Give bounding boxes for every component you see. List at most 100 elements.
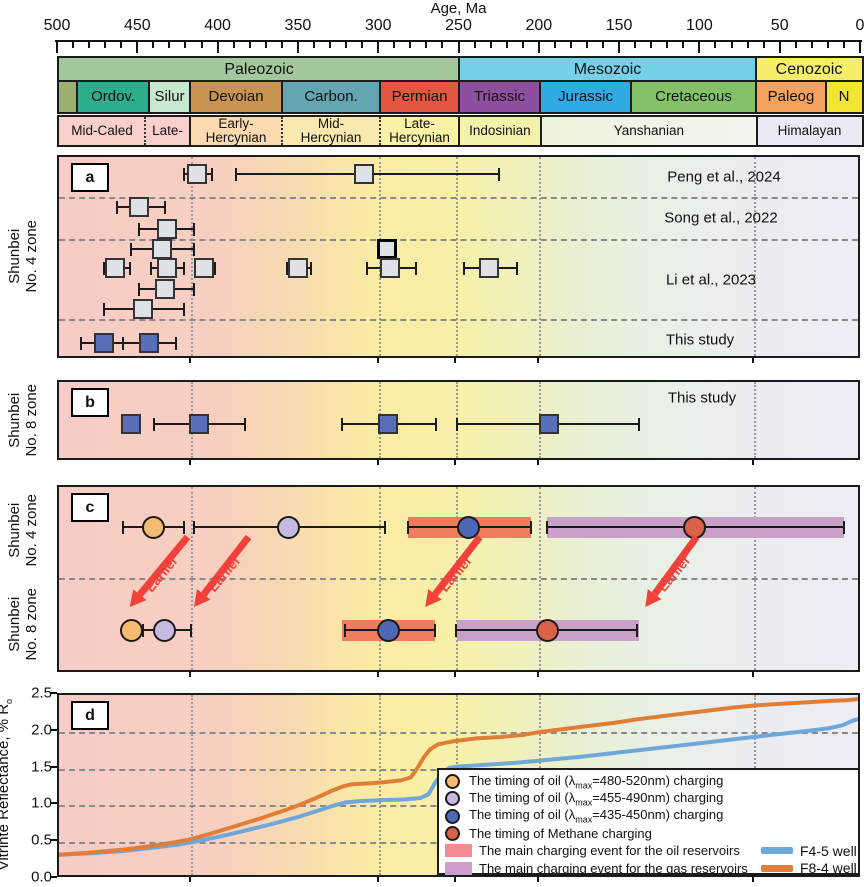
marker-square [376,239,397,259]
minor-tick [409,41,412,48]
tectonic-block: Himalayan [756,117,862,145]
error-bar-cap [122,520,125,534]
earlier-arrow-shaft [651,534,700,597]
lambda-max-subscript: max [575,780,593,791]
marker-circle [376,618,400,642]
panel-bottom-tick [536,672,539,677]
panel-bottom-tick [536,460,539,465]
tectonic-block: Indosinian [459,117,541,145]
curve-f8-4-well [59,697,858,857]
legend-item: The timing of oil (λmax=435-450nm) charg… [445,807,723,825]
earlier-arrow-head [425,589,442,607]
panel-bottom-tick [752,672,755,677]
timescale-row-tectonic: Mid-Caled Late- Early- Hercynian Mid- Hercy… [57,115,864,147]
timescale-divider [458,58,461,82]
minor-tick [730,41,733,48]
marker-square [538,414,559,434]
legend-item: The main charging event for the gas rese… [445,860,748,875]
error-bar-cap [192,222,195,236]
minor-tick [553,41,556,48]
period-block: Cretaceous [631,82,756,112]
legend-item-text: The timing of oil (λmax=480-520nm) charg… [469,772,724,791]
timescale-divider [458,117,461,145]
grid-line [754,382,757,458]
panel-letter: a [71,163,109,192]
marker-square [288,258,309,278]
minor-tick [120,41,123,48]
era-block: Cenozoic [756,58,862,82]
period-block [59,82,77,112]
panel-bottom-tick [536,877,539,882]
panel-bottom-tick [454,672,457,677]
axis-tick-label: 500 [43,17,71,34]
earlier-arrow-head [193,589,211,607]
side-label-shunbei-no8-text: Shunbei No. 8 zone [5,383,41,457]
earlier-arrow-head [129,589,147,607]
legend-item: The main charging event for the oil rese… [445,842,740,859]
curve-f4-5-well [59,716,858,857]
timescale-row-periods: Ordov. Silur Devoian Carbon. Permian Triassic… [57,80,864,114]
minor-tick [666,41,669,48]
legend-item: The timing of oil (λmax=455-490nm) charg… [445,790,724,808]
error-bar-cap [406,520,409,534]
error-bar-cap [175,336,178,350]
timescale-divider [755,117,758,145]
major-tick [457,41,460,53]
panel-bottom-tick [189,358,192,363]
panel-b: b This study [57,380,860,460]
major-tick [537,41,540,53]
axis-tick-label: 450 [123,17,151,34]
timescale-divider [755,82,757,112]
major-tick [778,41,781,53]
ro-subscript: o [4,699,15,705]
error-bar-cap [163,200,166,214]
legend-well-item: F8-4 well [761,860,857,875]
major-tick [698,41,701,53]
tectonic-divider-dotted [379,117,382,145]
period-block: Devoian [190,82,283,112]
legend-item-text: The timing of Methane charging [469,825,652,841]
tectonic-block: Early- Hercynian [190,116,283,145]
error-bar-cap [546,520,549,534]
panel-c: c Earlier Earlier Earlier Earlier [57,485,860,672]
timescale-divider [630,82,633,112]
timescale-divider [189,82,192,112]
major-tick [618,41,621,53]
timescale-divider [379,82,382,112]
legend-item-text: The timing of oil (λmax=455-490nm) charg… [469,790,724,808]
minor-tick [361,41,364,48]
minor-tick [248,41,251,48]
y-tick-label: 2.5 [31,684,52,702]
tectonic-block: Mid- Hercynian [282,116,381,145]
minor-tick [634,41,637,48]
minor-tick [425,41,428,48]
minor-tick [826,41,829,48]
minor-tick [441,41,444,48]
earlier-label: Earlier [205,552,244,594]
error-bar-cap [192,282,195,296]
marker-square [129,197,150,217]
error-bar-cap [530,520,533,534]
era-block: Paleozoic [59,58,460,82]
error-bar-cap [138,282,141,296]
panel-bottom-tick [377,358,380,363]
major-tick [296,41,299,53]
error-bar-cap [515,261,518,275]
error-bar-cap [138,222,141,236]
error-bar-cap [189,623,192,637]
group-label: Li et al., 2023 [665,271,757,289]
period-block: Ordov. [76,82,150,112]
side-label-shunbei-no8: Shunbei No. 8 zone [0,380,46,460]
minor-tick [714,41,717,48]
error-bar-cap [152,417,155,431]
side-label-shunbei-no4: Shunbei No. 4 zone [0,155,46,358]
error-bar-cap [102,261,105,275]
minor-tick [345,41,348,48]
timescale-divider [539,117,542,145]
group-label: This study [667,389,737,407]
minor-tick [104,41,107,48]
axis-tick-label: 250 [445,17,472,34]
row-divider [59,239,858,241]
y-tick-label: 1.5 [31,758,52,776]
error-bar-cap [637,417,640,431]
